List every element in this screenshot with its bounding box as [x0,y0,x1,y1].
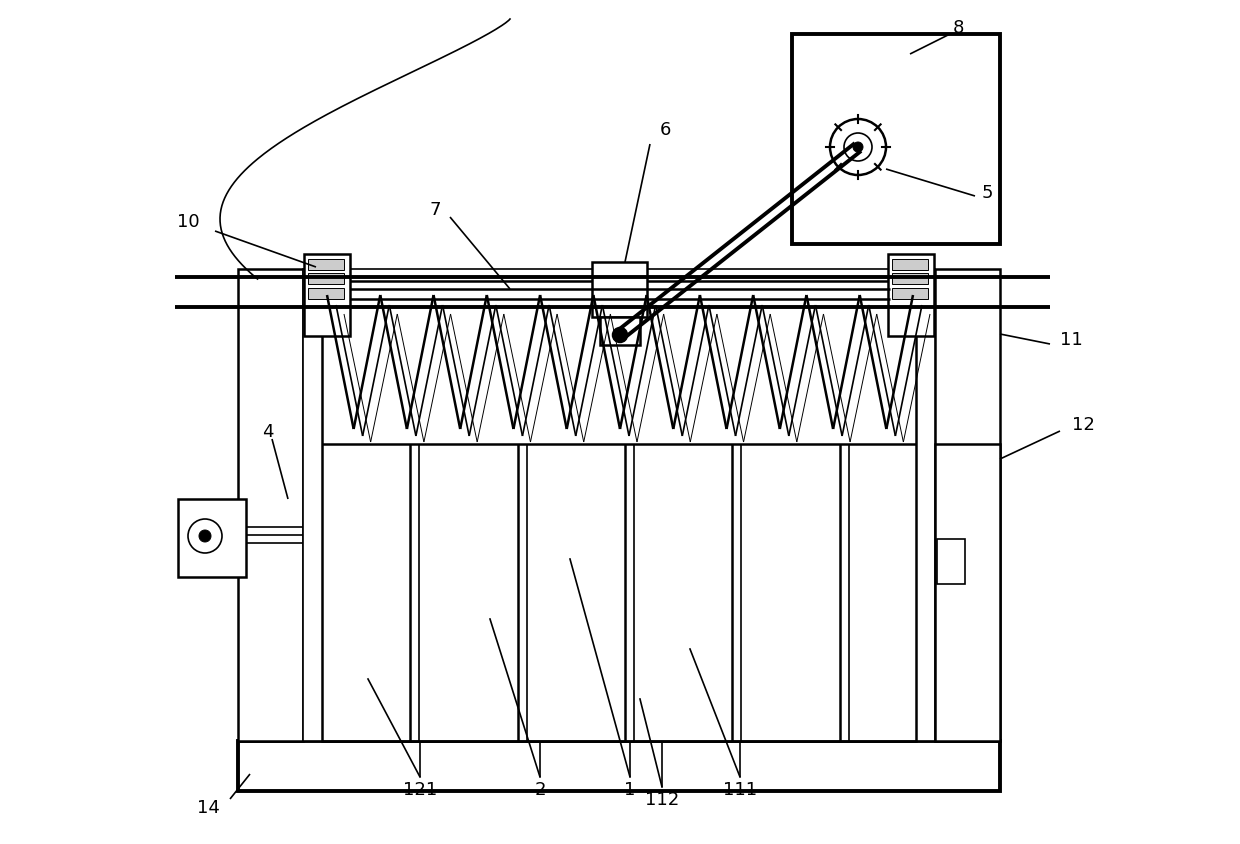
Text: 4: 4 [262,423,274,441]
Bar [304,255,350,337]
Bar [238,741,999,791]
Bar [591,262,647,317]
Bar [238,270,303,741]
Text: 2: 2 [534,780,546,798]
Text: 8: 8 [952,19,963,37]
Bar [308,289,343,300]
Bar [792,35,999,245]
Bar [179,500,246,577]
Text: 112: 112 [645,790,680,808]
Circle shape [188,519,222,554]
Text: 11: 11 [1060,331,1083,349]
Bar [892,289,928,300]
Bar [935,445,999,741]
Circle shape [198,530,211,543]
Text: 14: 14 [197,798,219,816]
Bar [892,273,928,284]
Text: 7: 7 [429,201,440,219]
Bar [308,273,343,284]
Bar [308,260,343,271]
Bar [600,317,640,345]
Bar [937,539,965,584]
Bar [935,270,999,741]
Text: 12: 12 [1073,415,1095,434]
Circle shape [853,143,863,153]
Text: 5: 5 [982,184,993,202]
Circle shape [844,134,872,162]
Bar [322,282,916,741]
Text: 111: 111 [723,780,758,798]
Circle shape [613,328,627,343]
Circle shape [830,120,887,176]
Text: 1: 1 [624,780,636,798]
Bar [888,255,934,337]
Text: 6: 6 [660,121,671,138]
Text: 10: 10 [176,213,200,230]
Bar [303,270,935,741]
Text: 121: 121 [403,780,438,798]
Bar [892,260,928,271]
